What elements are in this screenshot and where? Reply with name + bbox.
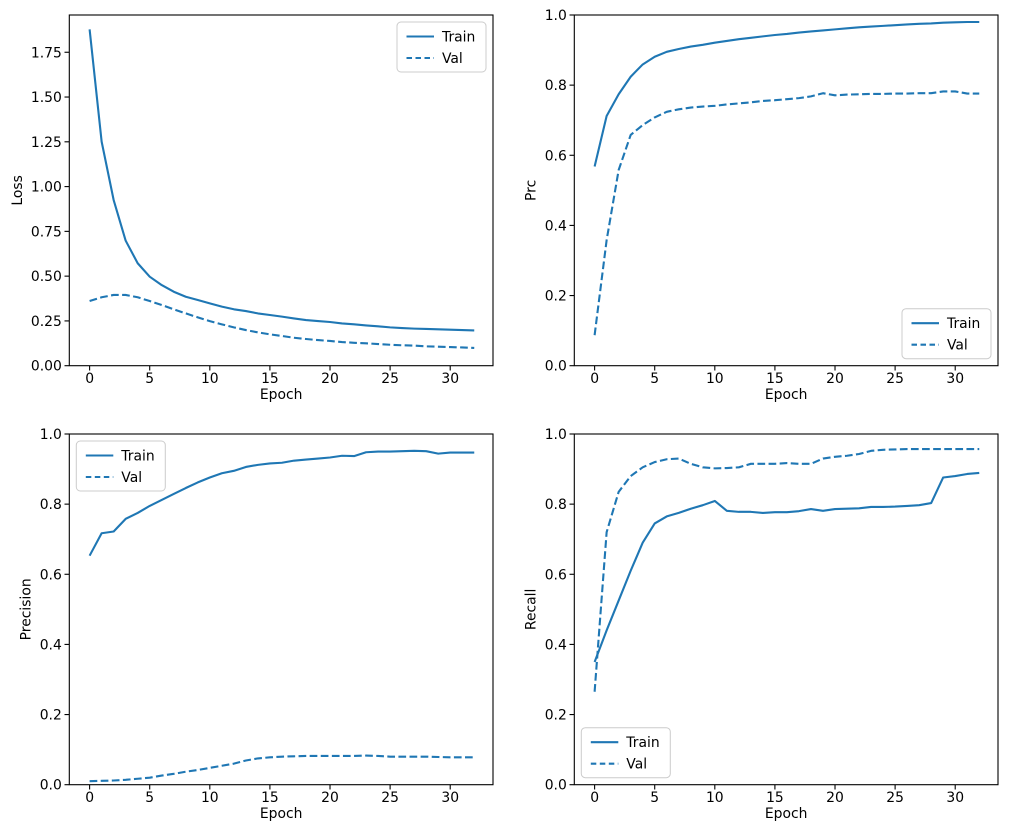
x-tick-label: 0	[590, 371, 599, 387]
x-tick-label: 15	[766, 790, 784, 806]
y-tick-label: 0.0	[545, 778, 567, 794]
x-tick-label: 25	[381, 790, 399, 806]
y-tick-label: 1.00	[31, 180, 62, 196]
x-tick-label: 0	[85, 790, 94, 806]
subplot-precision: 0 5 10 15 20 25 30 0.0 0.2 0.4 0.6 0.8 1.0 Epoch Preci…	[0, 419, 505, 838]
subplot-prc: 0 5 10 15 20 25 30 0.0 0.2 0.4 0.6 0.8 1.0 Epoch Prc Tr…	[505, 0, 1010, 419]
precision-chart: 0 5 10 15 20 25 30 0.0 0.2 0.4 0.6 0.8 1.0 Epoch Preci…	[19, 427, 494, 822]
train-line	[593, 20, 980, 167]
x-tick-label: 20	[826, 371, 844, 387]
x-tick-label: 5	[650, 371, 659, 387]
val-line	[593, 90, 980, 336]
x-tick-label: 0	[85, 371, 94, 387]
x-tick-label: 5	[145, 790, 154, 806]
x-tick-label: 15	[261, 790, 279, 806]
x-axis-label: Epoch	[765, 387, 808, 403]
prc-chart: 0 5 10 15 20 25 30 0.0 0.2 0.4 0.6 0.8 1.0 Epoch Prc Tr…	[524, 8, 999, 403]
x-tick-label: 25	[886, 371, 904, 387]
legend-train-label: Train	[441, 29, 475, 45]
y-tick-label: 1.0	[40, 427, 62, 443]
x-tick-label: 30	[946, 371, 964, 387]
y-tick-label: 0.2	[545, 708, 567, 724]
y-tick-label: 0.2	[40, 708, 62, 724]
legend-val-label: Val	[626, 757, 647, 773]
y-tick-label: 0.6	[40, 567, 62, 583]
x-tick-label: 15	[261, 371, 279, 387]
legend-train-label: Train	[120, 448, 154, 464]
y-tick-label: 0.8	[545, 497, 567, 513]
y-tick-label: 0.8	[40, 497, 62, 513]
y-tick-label: 0.6	[545, 148, 567, 164]
x-axis-label: Epoch	[260, 806, 303, 822]
x-tick-label: 25	[886, 790, 904, 806]
x-tick-label: 30	[441, 371, 459, 387]
y-tick-label: 1.0	[545, 427, 567, 443]
x-tick-label: 10	[201, 790, 219, 806]
train-line	[88, 449, 475, 557]
y-tick-label: 0.4	[545, 218, 567, 234]
y-tick-label: 0.75	[31, 224, 62, 240]
y-tick-label: 1.50	[31, 90, 62, 106]
y-axis-label: Loss	[10, 175, 26, 205]
x-tick-label: 5	[650, 790, 659, 806]
val-line	[89, 293, 475, 350]
legend	[75, 440, 166, 492]
y-tick-label: 0.25	[31, 314, 62, 330]
y-tick-label: 1.25	[31, 135, 62, 151]
y-tick-label: 0.0	[545, 359, 567, 375]
train-line	[88, 29, 475, 332]
val-line	[593, 448, 980, 692]
y-tick-label: 1.0	[545, 8, 567, 24]
legend-train-label: Train	[946, 316, 980, 332]
train-line	[593, 471, 980, 663]
x-tick-label: 20	[826, 790, 844, 806]
y-tick-label: 0.0	[40, 778, 62, 794]
y-axis-label: Prc	[524, 180, 540, 201]
y-tick-label: 0.6	[545, 567, 567, 583]
x-tick-label: 10	[201, 371, 219, 387]
x-tick-label: 5	[145, 371, 154, 387]
y-axis-label: Precision	[19, 578, 35, 640]
y-axis-label: Recall	[524, 589, 540, 630]
legend-train-label: Train	[625, 735, 659, 751]
y-tick-label: 0.50	[31, 269, 62, 285]
subplot-loss: 0 5 10 15 20 25 30 0.00 0.25 0.50 0.75 1.00 1.25 1.50…	[0, 0, 505, 419]
axes-frame	[573, 433, 999, 786]
val-line	[89, 754, 475, 783]
x-axis-label: Epoch	[260, 387, 303, 403]
legend-val-label: Val	[947, 338, 968, 354]
legend	[580, 727, 671, 779]
legend	[396, 21, 487, 73]
y-tick-label: 0.4	[545, 637, 567, 653]
x-tick-label: 30	[946, 790, 964, 806]
axes-frame	[573, 14, 999, 367]
x-axis-label: Epoch	[765, 806, 808, 822]
y-tick-label: 0.00	[31, 359, 62, 375]
x-tick-label: 25	[381, 371, 399, 387]
x-tick-label: 30	[441, 790, 459, 806]
x-tick-label: 10	[706, 371, 724, 387]
y-tick-label: 0.8	[545, 78, 567, 94]
y-tick-label: 0.2	[545, 289, 567, 305]
x-tick-label: 0	[590, 790, 599, 806]
legend	[901, 308, 992, 360]
loss-chart: 0 5 10 15 20 25 30 0.00 0.25 0.50 0.75 1.00 1.25 1.50…	[10, 14, 494, 403]
axes-frame	[68, 433, 494, 786]
y-tick-label: 1.75	[31, 45, 62, 61]
x-tick-label: 10	[706, 790, 724, 806]
x-tick-label: 20	[321, 790, 339, 806]
legend-val-label: Val	[442, 51, 463, 67]
x-tick-label: 20	[321, 371, 339, 387]
y-tick-label: 0.4	[40, 637, 62, 653]
subplot-recall: 0 5 10 15 20 25 30 0.0 0.2 0.4 0.6 0.8 1.0 Epoch Recal…	[505, 419, 1010, 838]
axes-frame	[68, 14, 494, 367]
recall-chart: 0 5 10 15 20 25 30 0.0 0.2 0.4 0.6 0.8 1.0 Epoch Recal…	[524, 427, 999, 822]
x-tick-label: 15	[766, 371, 784, 387]
legend-val-label: Val	[121, 470, 142, 486]
